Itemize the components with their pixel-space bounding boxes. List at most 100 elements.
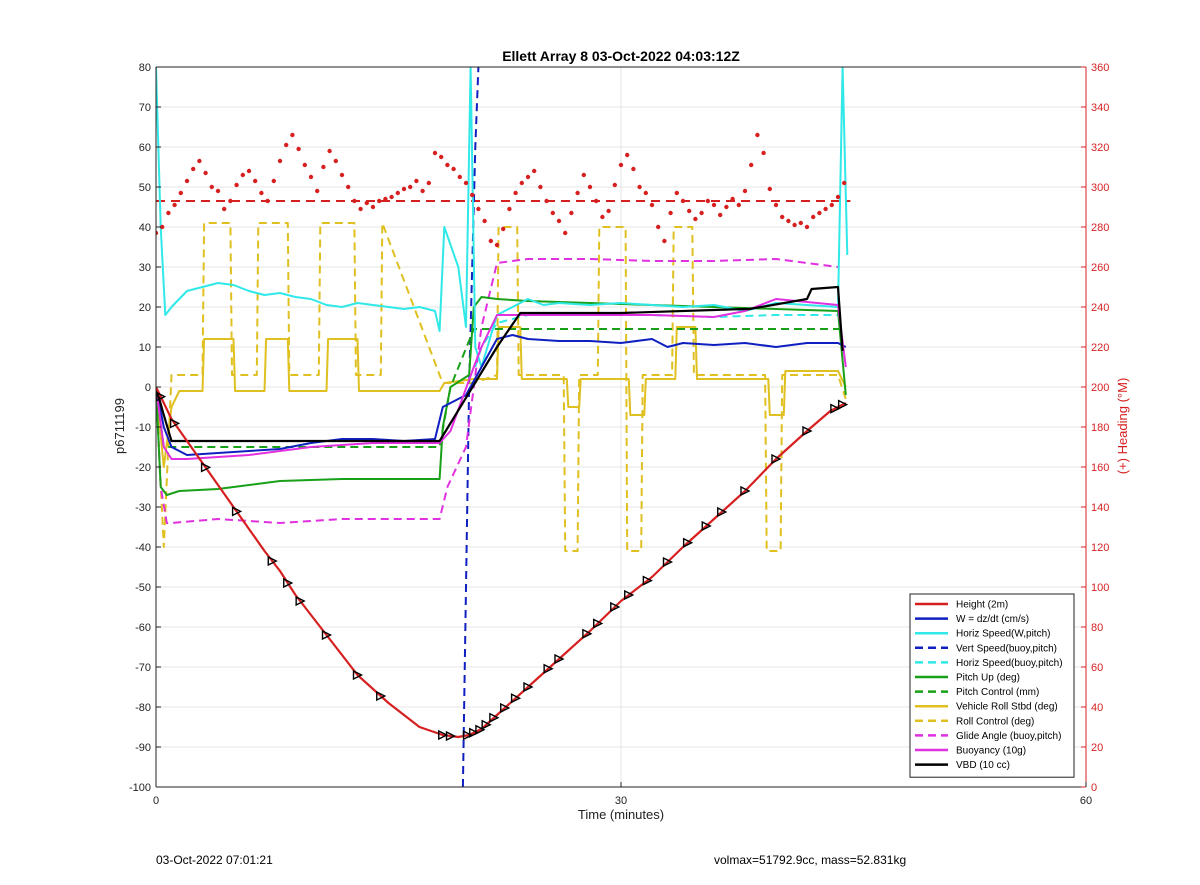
- heading-point: [643, 190, 648, 196]
- heading-point: [587, 184, 593, 190]
- heading-point: [823, 206, 828, 212]
- heading-point: [668, 210, 673, 216]
- y2-tick-label: 100: [1091, 582, 1109, 594]
- y-tick-label: 20: [139, 302, 151, 314]
- turn-marker: [830, 403, 841, 414]
- y2-tick-label: 220: [1091, 342, 1109, 354]
- heading-point: [674, 190, 679, 196]
- heading-point: [749, 162, 754, 168]
- y-tick-label: -10: [135, 422, 151, 434]
- heading-point: [395, 190, 400, 196]
- heading-point: [705, 198, 710, 204]
- heading-point: [333, 158, 338, 164]
- heading-point: [358, 206, 363, 212]
- heading-point: [432, 150, 438, 156]
- series-line-buoyancy-10g: [156, 298, 847, 460]
- x-tick-label: 60: [1080, 795, 1092, 807]
- y-tick-label: 70: [139, 102, 151, 114]
- heading-point: [290, 132, 295, 138]
- turn-marker: [837, 399, 849, 410]
- heading-point: [501, 226, 506, 232]
- heading-point: [476, 206, 481, 212]
- heading-point: [842, 180, 847, 186]
- heading-point: [321, 164, 326, 170]
- heading-point: [271, 178, 276, 184]
- heading-point: [829, 202, 834, 208]
- y-axis-label: p6711199: [112, 398, 127, 454]
- heading-point: [420, 188, 425, 194]
- x-tick-label: 30: [615, 795, 627, 807]
- y2-tick-label: 240: [1091, 302, 1109, 314]
- legend-entry: Pitch Control (mm): [956, 687, 1039, 698]
- heading-point: [463, 180, 469, 186]
- y-tick-label: -50: [135, 582, 151, 594]
- heading-point: [817, 210, 822, 216]
- y-tick-label: 50: [139, 182, 151, 194]
- legend-entry: Vehicle Roll Stbd (deg): [956, 702, 1058, 713]
- heading-point: [835, 194, 841, 200]
- footer-volmax-mass: volmax=51792.9cc, mass=52.831kg: [714, 853, 907, 867]
- turn-marker: [717, 506, 728, 518]
- heading-point: [550, 210, 555, 216]
- heading-point: [507, 206, 512, 212]
- heading-point: [718, 212, 723, 218]
- y2-tick-label: 80: [1091, 622, 1103, 634]
- y2-tick-label: 360: [1091, 62, 1109, 74]
- heading-point: [519, 180, 524, 186]
- y-tick-label: 30: [139, 262, 151, 274]
- heading-point: [687, 208, 692, 214]
- heading-point: [804, 224, 810, 230]
- heading-point: [451, 166, 456, 172]
- turn-marker: [802, 425, 813, 437]
- series-line-glide-angle-buoy-pitch: [156, 258, 839, 524]
- series-line-horiz-speed-w-pitch: [156, 67, 849, 368]
- turn-marker: [554, 653, 565, 665]
- heading-point: [656, 224, 661, 230]
- heading-point: [618, 162, 624, 168]
- heading-point: [811, 214, 816, 220]
- heading-point: [408, 184, 413, 190]
- legend: Height (2m) W = dz/dt (cm/s) Horiz Speed(W…: [909, 593, 1075, 778]
- series-line-vbd-10-cc: [156, 285, 844, 443]
- series-line-w-dz-dt-cm-s: [156, 334, 847, 456]
- legend-entry: Vert Speed(buoy,pitch): [956, 643, 1057, 654]
- turn-marker: [475, 724, 486, 735]
- heading-point: [277, 158, 283, 164]
- y2-tick-label: 180: [1091, 422, 1109, 434]
- heading-point: [637, 184, 642, 190]
- series-line-vert-speed-buoy-pitch: [461, 67, 480, 787]
- heading-point: [265, 198, 270, 204]
- axes: -100-90-80-70-60-50-40-30-20-10010203040…: [129, 62, 1109, 807]
- heading-point: [532, 168, 537, 174]
- heading-point: [215, 188, 221, 194]
- heading-point: [792, 222, 797, 228]
- heading-point: [383, 196, 388, 202]
- heading-point: [178, 190, 183, 196]
- legend-entry: W = dz/dt (cm/s): [956, 614, 1029, 625]
- heading-point: [563, 230, 568, 236]
- heading-point: [284, 142, 289, 148]
- turn-marker: [438, 729, 449, 741]
- heading-point: [699, 210, 704, 216]
- y2-tick-label: 0: [1091, 782, 1097, 794]
- heading-point: [761, 150, 766, 156]
- legend-entry: Pitch Up (deg): [956, 673, 1020, 684]
- heading-point: [253, 178, 258, 184]
- turn-marker: [701, 520, 712, 532]
- y2-tick-label: 280: [1091, 222, 1109, 234]
- y2-tick-label: 200: [1091, 382, 1109, 394]
- turn-marker: [231, 506, 243, 517]
- turn-marker: [481, 719, 492, 730]
- heading-point: [302, 162, 307, 168]
- y-tick-label: 10: [139, 342, 151, 354]
- y2-tick-label: 300: [1091, 182, 1109, 194]
- heading-point: [767, 186, 772, 192]
- heading-point: [538, 184, 543, 190]
- heading-point: [172, 202, 177, 208]
- heading-point: [315, 188, 320, 194]
- turn-marker: [200, 462, 212, 473]
- heading-point: [308, 174, 314, 180]
- y-tick-label: -80: [135, 702, 151, 714]
- heading-point: [736, 202, 741, 208]
- turn-marker: [543, 663, 554, 674]
